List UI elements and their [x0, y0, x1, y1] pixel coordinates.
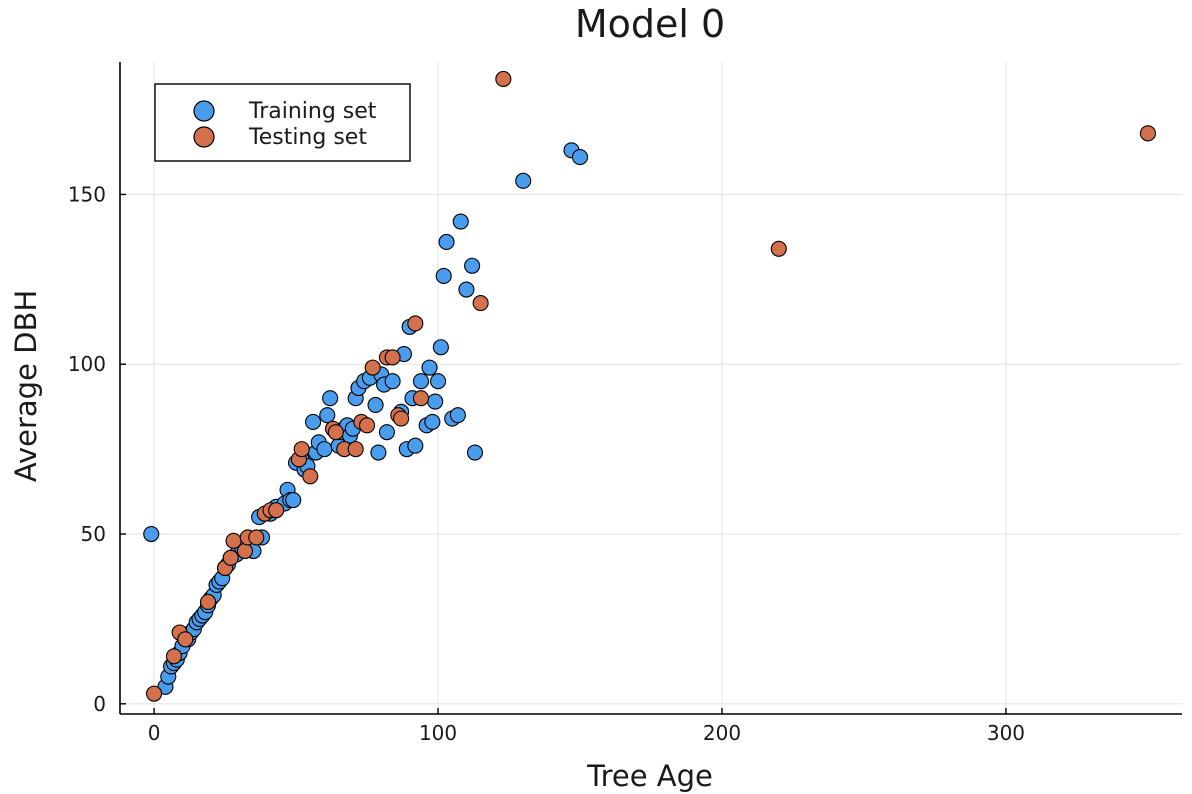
- testing-point: [412, 390, 430, 407]
- testing-point: [347, 441, 364, 458]
- x-tick-label: 0: [148, 721, 161, 745]
- testing-point: [222, 549, 239, 566]
- points: [143, 70, 1156, 702]
- testing-point: [364, 359, 381, 376]
- training-point: [438, 233, 455, 251]
- testing-point: [393, 410, 410, 427]
- training-point: [316, 441, 333, 458]
- legend-label-testing: Testing set: [248, 125, 367, 150]
- training-point: [319, 407, 336, 424]
- training-point: [367, 396, 384, 414]
- x-tick-label: 300: [987, 721, 1025, 745]
- y-tick-label: 100: [68, 352, 106, 376]
- x-tick-label: 200: [703, 721, 741, 745]
- testing-point: [384, 349, 401, 366]
- training-point: [384, 373, 401, 390]
- testing-point: [472, 295, 489, 312]
- legend-marker-training: [193, 100, 215, 122]
- testing-point: [268, 502, 285, 519]
- training-point: [143, 525, 160, 543]
- testing-point: [327, 424, 344, 441]
- training-point: [424, 413, 441, 431]
- training-point: [305, 413, 322, 431]
- x-tick-label: 100: [419, 721, 457, 745]
- training-point: [571, 149, 589, 166]
- testing-point: [495, 70, 512, 88]
- training-point: [412, 373, 430, 390]
- testing-point: [177, 631, 194, 648]
- y-axis-title: Average DBH: [9, 290, 43, 482]
- x-axis-title: Tree Age: [586, 759, 713, 793]
- training-point: [432, 339, 449, 356]
- chart-title: Model 0: [575, 2, 725, 46]
- testing-point: [1139, 125, 1156, 142]
- testing-point: [302, 468, 319, 485]
- testing-point: [199, 593, 217, 610]
- y-tick-label: 0: [93, 692, 106, 716]
- training-point: [427, 393, 444, 410]
- legend-box: [154, 83, 411, 162]
- y-tick-label: 50: [81, 522, 106, 546]
- testing-point: [293, 441, 310, 458]
- training-point: [370, 444, 387, 461]
- training-point: [464, 257, 481, 274]
- legend-label-training: Training set: [248, 99, 377, 124]
- testing-point: [165, 648, 183, 665]
- training-point: [458, 281, 475, 298]
- training-point: [407, 437, 424, 454]
- testing-points: [146, 70, 1156, 702]
- y-tick-label: 150: [68, 182, 106, 206]
- training-point: [466, 444, 483, 461]
- testing-point: [248, 529, 265, 546]
- training-point: [452, 213, 469, 230]
- training-point: [378, 424, 395, 441]
- testing-point: [236, 542, 253, 560]
- legend-marker-testing: [193, 126, 215, 148]
- training-point: [515, 172, 532, 189]
- training-point: [435, 267, 452, 284]
- testing-point: [407, 315, 424, 332]
- training-point: [449, 407, 466, 424]
- legend: Training set Testing set: [154, 83, 411, 162]
- testing-point: [770, 240, 787, 257]
- training-point: [421, 359, 438, 376]
- ticks: 0 100 200 300 0 50 100 150: [68, 182, 1025, 745]
- training-point: [322, 390, 339, 407]
- testing-point: [358, 417, 376, 434]
- training-point: [429, 373, 447, 390]
- testing-point: [146, 685, 163, 702]
- training-point: [285, 492, 302, 509]
